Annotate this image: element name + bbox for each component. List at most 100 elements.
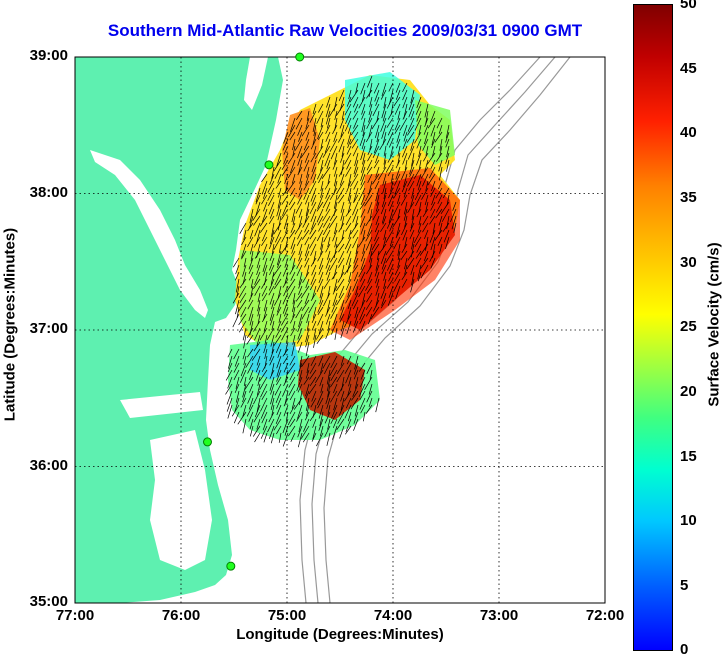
velocity-arrow (282, 355, 289, 365)
velocity-arrow (413, 229, 422, 244)
velocity-arrow (313, 124, 317, 137)
velocity-arrow (233, 369, 240, 381)
velocity-arrow (305, 173, 310, 186)
velocity-arrow (415, 103, 422, 115)
velocity-arrow (298, 418, 303, 433)
velocity-arrow (275, 390, 282, 404)
velocity-arrow (291, 257, 296, 270)
velocity-arrow (362, 229, 366, 241)
velocity-arrow (402, 138, 408, 150)
velocity-arrow (284, 271, 289, 285)
velocity-arrow (365, 306, 373, 317)
x-tick-76: 76:00 (161, 607, 201, 624)
velocity-arrow (359, 306, 366, 321)
velocity-arrow (310, 208, 317, 223)
velocity-arrow (255, 187, 261, 203)
velocity-arrow (235, 390, 240, 403)
velocity-arrow (345, 222, 352, 232)
velocity-arrow (446, 159, 450, 172)
velocity-arrow (407, 124, 415, 136)
velocity-arrow (451, 215, 457, 230)
velocity-arrow (431, 180, 436, 192)
velocity-arrow (411, 236, 415, 250)
velocity-arrow (256, 418, 261, 430)
x-tick-77: 77:00 (55, 607, 95, 624)
velocity-arrow (278, 187, 282, 198)
velocity-arrows (225, 75, 457, 448)
velocity-arrow (397, 208, 401, 220)
velocity-arrow (261, 362, 268, 373)
velocity-arrow (269, 376, 275, 391)
velocity-arrow (234, 397, 240, 413)
velocity-green-southwest (240, 250, 320, 348)
velocity-arrow (277, 215, 282, 231)
velocity-arrow (368, 243, 373, 255)
velocity-arrow (395, 166, 401, 180)
velocity-arrow (283, 404, 289, 417)
colorbar-tick-40: 40 (680, 124, 697, 141)
velocity-arrow (257, 313, 261, 325)
velocity-arrow (285, 222, 289, 234)
velocity-arrow (332, 292, 338, 307)
velocity-arrow (291, 208, 296, 223)
velocity-arrow (358, 236, 366, 248)
velocity-arrow (282, 138, 289, 151)
velocity-arrow (334, 194, 338, 209)
velocity-arrow (313, 334, 317, 348)
velocity-arrow (318, 418, 324, 431)
velocity-arrow (303, 376, 310, 385)
velocity-arrow (395, 229, 401, 239)
velocity-arrow (439, 243, 443, 254)
velocity-arrow (304, 208, 310, 223)
velocity-arrow (399, 117, 408, 131)
velocity-arrow (312, 173, 317, 184)
velocity-arrow (317, 306, 324, 315)
velocity-arrow (288, 229, 296, 239)
velocity-arrow (270, 334, 275, 347)
velocity-arrow (308, 383, 317, 395)
velocity-arrow (361, 292, 366, 307)
velocity-arrow (227, 376, 233, 389)
velocity-arrow (270, 397, 275, 411)
velocity-arrow (345, 250, 352, 266)
velocity-arrow (383, 229, 387, 240)
velocity-arrow (360, 320, 366, 333)
velocity-arrow (242, 264, 247, 277)
velocity-arrow (366, 75, 373, 88)
velocity-arrow (416, 96, 422, 108)
velocity-arrow (273, 334, 282, 346)
velocity-arrow (396, 222, 401, 237)
velocity-arrow (415, 194, 422, 207)
velocity-arrow (425, 236, 429, 251)
delaware-bay (244, 57, 268, 110)
velocity-arrow (347, 201, 352, 213)
velocity-arrow (311, 159, 317, 173)
velocity-arrow (446, 194, 450, 206)
velocity-arrow (430, 159, 436, 169)
velocity-arrow (337, 187, 345, 200)
velocity-arrow (260, 383, 268, 398)
velocity-arrow (276, 355, 282, 369)
velocity-arrow (289, 131, 296, 141)
velocity-arrow (234, 383, 240, 394)
velocity-arrow (295, 117, 303, 130)
velocity-arrow (262, 250, 268, 261)
velocity-arrow (344, 236, 352, 250)
velocity-arrow (266, 327, 275, 340)
colorbar-tick-50: 50 (680, 0, 697, 12)
velocity-arrow (329, 257, 338, 272)
velocity-arrow (394, 264, 401, 276)
velocity-arrow (289, 355, 296, 366)
velocity-arrow (393, 187, 401, 199)
velocity-arrow (358, 187, 366, 202)
velocity-arrow (378, 166, 387, 180)
velocity-arrow (429, 250, 436, 262)
velocity-arrow (404, 264, 408, 275)
velocity-arrow (296, 110, 303, 121)
velocity-arrow (263, 320, 268, 332)
velocity-arrow (348, 271, 352, 283)
velocity-arrow (298, 159, 303, 174)
velocity-arrow (271, 243, 275, 255)
velocity-arrow (352, 208, 359, 223)
velocity-arrow (243, 334, 247, 349)
